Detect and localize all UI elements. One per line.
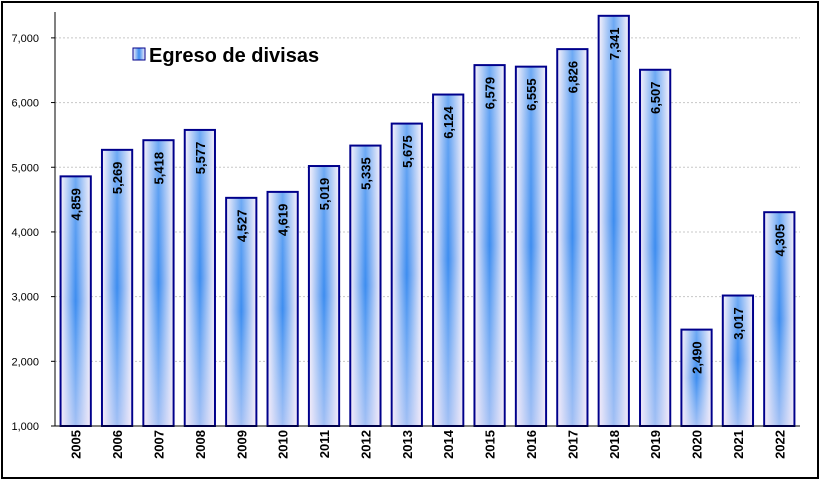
x-tick-label: 2020 [690, 430, 705, 459]
data-label: 5,577 [193, 142, 208, 175]
x-tick-label: 2012 [358, 430, 373, 459]
bar-shade [61, 177, 90, 425]
x-axis: 2005 2006 2007 2008 2009 2010 2011 2012 2013 2014… [55, 425, 800, 459]
data-label: 7,341 [607, 28, 622, 61]
bar-shade [558, 50, 587, 426]
y-tick-label: 2,000 [11, 356, 39, 368]
data-label: 5,269 [110, 162, 125, 195]
bar-shade [392, 124, 421, 425]
bar-shade [765, 213, 794, 425]
data-label: 6,826 [565, 61, 580, 94]
x-tick-label: 2011 [317, 430, 332, 458]
x-tick-label: 2013 [400, 430, 415, 459]
bar-shade [641, 70, 670, 426]
data-label: 6,507 [648, 81, 663, 114]
x-tick-label: 2010 [276, 430, 291, 459]
y-tick-label: 3,000 [11, 292, 39, 304]
y-tick-label: 1,000 [11, 421, 39, 433]
legend: Egreso de divisas [132, 45, 319, 67]
data-label: 6,579 [483, 77, 498, 110]
y-tick-label: 4,000 [11, 227, 39, 239]
data-label: 4,305 [772, 224, 787, 257]
bar-shade [599, 16, 628, 426]
x-tick-label: 2009 [234, 430, 249, 459]
bar-shade [516, 67, 546, 425]
data-label: 5,019 [317, 178, 332, 211]
bar-shade [351, 146, 380, 425]
x-tick-label: 2021 [731, 430, 746, 459]
data-label: 3,017 [731, 307, 746, 340]
x-tick-label: 2007 [151, 430, 166, 459]
bar-shade [723, 296, 753, 425]
bar-shade [227, 198, 256, 425]
x-tick-label: 2005 [69, 430, 84, 459]
bar-shade [144, 141, 173, 425]
legend-swatch [132, 47, 146, 61]
data-label: 6,124 [441, 106, 456, 139]
x-tick-label: 2018 [607, 430, 622, 459]
x-tick-label: 2014 [441, 429, 456, 459]
x-tick-label: 2016 [524, 430, 539, 459]
bar-shade [434, 95, 463, 425]
bar-shade [185, 130, 214, 426]
data-label: 2,490 [690, 341, 705, 374]
y-tick-label: 6,000 [11, 98, 39, 110]
y-axis: 1,000 2,000 3,000 4,000 5,000 6,000 7,000 [11, 12, 56, 433]
bar-shade [475, 66, 504, 426]
data-label: 5,675 [400, 135, 415, 168]
data-label: 4,619 [276, 204, 291, 237]
x-tick-label: 2015 [483, 430, 498, 459]
legend-label: Egreso de divisas [149, 45, 319, 67]
bar-shade [268, 192, 297, 425]
bar-shade [682, 330, 711, 425]
data-label: 5,335 [358, 157, 373, 190]
data-label: 4,527 [234, 210, 249, 243]
x-tick-label: 2006 [110, 430, 125, 459]
data-label: 4,859 [69, 188, 84, 221]
x-tick-label: 2017 [565, 430, 580, 459]
x-tick-label: 2022 [772, 430, 787, 459]
x-tick-label: 2019 [648, 430, 663, 459]
bar-shade [309, 167, 339, 425]
y-tick-label: 7,000 [11, 33, 39, 45]
bars: 4,859 5,269 5,418 5,577 4,527 4,619 5,019 5,335… [59, 14, 796, 428]
x-tick-label: 2008 [193, 430, 208, 459]
data-label: 5,418 [151, 152, 166, 185]
y-tick-label: 5,000 [11, 162, 39, 174]
bar-shade [102, 150, 132, 425]
data-label: 6,555 [524, 78, 539, 111]
